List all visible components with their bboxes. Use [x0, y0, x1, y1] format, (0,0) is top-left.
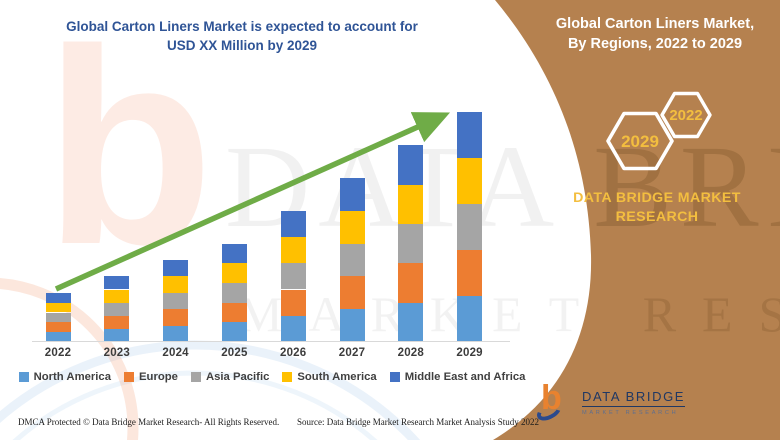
bar-segment-2028-south-america — [398, 184, 424, 224]
bar-segment-2028-north-america — [398, 302, 424, 342]
bar-segment-2023-europe — [104, 315, 130, 329]
bar-segment-2023-south-america — [104, 289, 130, 303]
x-axis-label-2024: 2024 — [162, 347, 189, 359]
brand-name-line1: DATA BRIDGE MARKET — [573, 190, 741, 206]
bar-segment-2029-europe — [457, 250, 483, 297]
legend-swatch-icon — [124, 372, 135, 382]
bar-segment-2025-middle-east-and-africa — [221, 243, 247, 264]
bar-segment-2024-north-america — [163, 325, 189, 342]
bar-segment-2023-asia-pacific — [104, 302, 130, 316]
brand-name-line2: RESEARCH — [615, 209, 699, 225]
bar-segment-2025-asia-pacific — [221, 283, 247, 303]
bar-segment-2026-europe — [280, 289, 306, 316]
bar-segment-2023-north-america — [104, 328, 130, 342]
bar-segment-2028-middle-east-and-africa — [398, 145, 424, 185]
chart-legend: North America Europe Asia Pacific South Ame… — [18, 371, 525, 383]
legend-item-europe: Europe — [124, 371, 178, 383]
bar-segment-2025-south-america — [221, 263, 247, 283]
bar-segment-2026-south-america — [280, 237, 306, 264]
legend-item-north-america: North America — [18, 371, 112, 383]
chart-title-line2: USD XX Million by 2029 — [166, 38, 318, 53]
bar-segment-2026-north-america — [280, 315, 306, 342]
legend-swatch-icon — [18, 372, 29, 382]
bar-segment-2027-asia-pacific — [339, 243, 365, 277]
bar-segment-2022-asia-pacific — [45, 312, 71, 323]
footer-dmca-text: DMCA Protected © Data Bridge Market Rese… — [18, 417, 280, 427]
bar-segment-2023-middle-east-and-africa — [104, 276, 130, 290]
bar-segment-2027-middle-east-and-africa — [339, 178, 365, 211]
legend-swatch-icon — [389, 372, 400, 382]
chart-title: Global Carton Liners Market is expected … — [36, 17, 448, 55]
x-axis-label-2026: 2026 — [279, 347, 307, 359]
logo-subtitle: MARKET RESEARCH — [582, 410, 679, 416]
bar-segment-2022-south-america — [45, 302, 71, 313]
legend-swatch-icon — [282, 372, 293, 382]
brand-name-gold: DATA BRIDGE MARKET RESEARCH — [552, 189, 762, 227]
bar-segment-2029-asia-pacific — [457, 204, 483, 251]
bar-segment-2025-north-america — [221, 322, 247, 342]
panel-title-line1: Global Carton Liners Market, — [555, 16, 755, 32]
bar-segment-2025-europe — [221, 302, 247, 323]
legend-label: Middle East and Africa — [404, 371, 526, 383]
x-axis-label-2022: 2022 — [44, 347, 72, 359]
x-axis-label-2028: 2028 — [397, 347, 424, 359]
legend-item-south-america: South America — [282, 371, 377, 383]
bar-segment-2027-north-america — [339, 309, 365, 342]
bar-segment-2028-asia-pacific — [398, 223, 424, 264]
bar-segment-2024-middle-east-and-africa — [163, 260, 189, 277]
logo-b-icon: b — [541, 379, 562, 417]
bar-segment-2024-south-america — [163, 276, 189, 293]
bar-segment-2027-europe — [339, 276, 365, 310]
bar-segment-2027-south-america — [339, 210, 365, 244]
legend-label: Europe — [139, 371, 178, 383]
databridge-logo: b DATA BRIDGE MARKET RESEARCH — [534, 379, 741, 433]
bar-segment-2029-south-america — [457, 158, 483, 205]
x-axis-line — [32, 341, 510, 342]
legend-item-middle-east-and-africa: Middle East and Africa — [389, 371, 526, 383]
panel-title: Global Carton Liners Market, By Regions,… — [535, 14, 775, 54]
x-axis-label-2023: 2023 — [103, 347, 130, 359]
bar-segment-2029-middle-east-and-africa — [457, 112, 483, 159]
bar-segment-2022-europe — [45, 322, 71, 333]
x-axis-label-2029: 2029 — [456, 347, 483, 359]
chart-title-line1: Global Carton Liners Market is expected … — [66, 19, 418, 34]
bar-segment-2024-asia-pacific — [163, 292, 189, 310]
x-axis-label-2025: 2025 — [221, 347, 248, 359]
bar-segment-2029-north-america — [457, 296, 483, 342]
bar-segment-2026-asia-pacific — [280, 263, 306, 290]
bar-segment-2026-middle-east-and-africa — [280, 210, 306, 237]
bar-segment-2028-europe — [398, 263, 424, 303]
logo-name: DATA BRIDGE — [582, 389, 686, 407]
x-axis-label-2027: 2027 — [338, 347, 366, 359]
legend-label: South America — [297, 371, 377, 383]
bar-segment-2022-north-america — [45, 332, 71, 342]
legend-label: North America — [33, 371, 112, 383]
legend-label: Asia Pacific — [205, 371, 270, 383]
legend-swatch-icon — [190, 372, 201, 382]
bar-segment-2024-europe — [163, 309, 189, 326]
panel-title-line2: By Regions, 2022 to 2029 — [567, 36, 743, 52]
legend-item-asia-pacific: Asia Pacific — [190, 371, 270, 383]
footer-source-text: Source: Data Bridge Market Research Mark… — [297, 417, 539, 427]
bar-segment-2022-middle-east-and-africa — [45, 292, 71, 303]
